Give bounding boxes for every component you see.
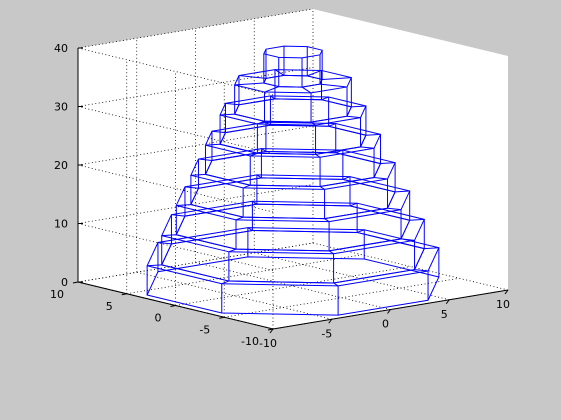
y-tick-mark: [267, 328, 274, 331]
tier-5-step-spoke: [321, 96, 329, 101]
tier-0-step-spoke: [333, 282, 339, 287]
tier-3-step-spoke: [242, 184, 251, 189]
tier-2-step-spoke: [235, 216, 244, 221]
y-tick-mark: [170, 305, 176, 307]
tier-1-step-spoke: [409, 218, 425, 221]
grid-line-floor-y: [224, 277, 460, 318]
tier-5-step-spoke: [220, 113, 235, 116]
grid-line-floor-y: [126, 254, 362, 295]
z-tick-label: 20: [54, 159, 68, 172]
x-tick-mark: [445, 299, 450, 305]
tier-4-step-spoke: [328, 123, 336, 127]
grid-line-backwall-z: [77, 8, 314, 49]
tier-5-step-spoke: [346, 115, 361, 119]
tier-3-step-spoke: [373, 177, 388, 180]
tier-2-step-spoke: [387, 207, 402, 211]
x-tick-label: 10: [496, 298, 510, 311]
z-tick-label: 40: [54, 42, 68, 55]
tier-4-step-spoke: [315, 153, 321, 158]
grid-line-backwall-z: [77, 242, 314, 283]
tier-5-step-spoke: [310, 121, 316, 126]
y-tick-label: 0: [155, 312, 162, 325]
x-tick-mark: [504, 289, 509, 295]
tier-0-step-spoke: [414, 269, 429, 272]
tier-5-step-spoke: [351, 105, 366, 108]
tier-4-step-spoke: [360, 146, 375, 149]
grid-line-backwall-z: [77, 125, 314, 166]
tier-0-step-spoke: [424, 247, 439, 250]
x-tick-label: -10: [259, 337, 277, 350]
x-tick-mark: [328, 318, 333, 324]
axes-box: [72, 47, 509, 334]
y-tick-label: 10: [50, 288, 64, 301]
tier-2-step-spoke: [395, 190, 410, 193]
tier-1-step-spoke: [400, 238, 415, 241]
tier-1-step-spoke: [252, 200, 258, 205]
axes-background: [78, 9, 508, 329]
grid-line-backwall-z: [77, 184, 314, 224]
tier-6-step-spoke: [264, 86, 279, 93]
tier-3-step-spoke: [319, 186, 325, 190]
y-tick-label: 5: [106, 300, 113, 313]
z-tick-label: 10: [54, 218, 68, 231]
tier-0-step-spoke: [247, 227, 253, 231]
tier-3-step-spoke: [261, 148, 267, 152]
tier-3-step-spoke: [335, 149, 344, 154]
y-tick-mark: [219, 316, 225, 319]
tier-3-step-spoke: [380, 162, 396, 165]
tier-6-step-spoke: [319, 83, 348, 88]
tier-3-step-spoke: [190, 173, 206, 176]
x-tick-mark: [269, 328, 274, 334]
tier-4-step-spoke: [205, 143, 221, 146]
tier-6-step-spoke: [301, 86, 312, 94]
y-tick-label: -10: [241, 335, 259, 348]
tier-6-step-spoke: [234, 82, 264, 86]
tier-6-step-spoke: [238, 75, 267, 79]
tier-1-step-spoke: [228, 248, 237, 253]
tier-2-step-spoke: [256, 174, 262, 179]
tier-0-step-spoke: [221, 280, 230, 285]
tier-2-step-spoke: [342, 176, 351, 180]
tier-1-step-spoke: [161, 234, 177, 237]
y-tick-label: -5: [199, 323, 210, 336]
tier-1-step-spoke: [171, 214, 186, 217]
grid-line-backwall-z: [77, 67, 314, 107]
y-tick-mark: [72, 281, 79, 284]
tier-2-step-spoke: [324, 218, 330, 223]
wireframe-surface: [146, 45, 440, 316]
tier-4-step-spoke: [365, 133, 381, 136]
tier-2-step-spoke: [184, 186, 199, 189]
z-tick-label: 0: [61, 276, 68, 289]
grid-lines: [77, 8, 509, 330]
axes-fill: [78, 9, 508, 329]
tier-6-step-spoke: [274, 69, 285, 76]
tier-0-step-spoke: [356, 229, 365, 233]
tier-4-step-spoke: [211, 130, 226, 134]
tier-0-step-spoke: [147, 264, 162, 267]
tier-0-step-spoke: [157, 242, 172, 245]
tier-5-step-spoke: [257, 120, 265, 125]
tier-5-step-spoke: [225, 102, 240, 106]
x-tick-label: 5: [441, 308, 448, 321]
tier-1-step-spoke: [328, 250, 334, 255]
z-tick-label: 30: [54, 101, 68, 114]
tier-5-step-spoke: [270, 95, 276, 100]
tier-2-step-spoke: [176, 204, 191, 206]
tier-6-step-spoke: [307, 69, 322, 77]
tier-6-step-spoke: [322, 77, 352, 80]
x-tick-label: 0: [382, 318, 389, 331]
x-tick-mark: [387, 309, 391, 314]
tier-4-step-spoke: [250, 152, 258, 157]
y-tick-mark: [121, 293, 127, 296]
grid-line-floor-y: [175, 266, 411, 306]
tier-1-step-spoke: [349, 202, 358, 207]
x-tick-label: -5: [321, 327, 332, 340]
